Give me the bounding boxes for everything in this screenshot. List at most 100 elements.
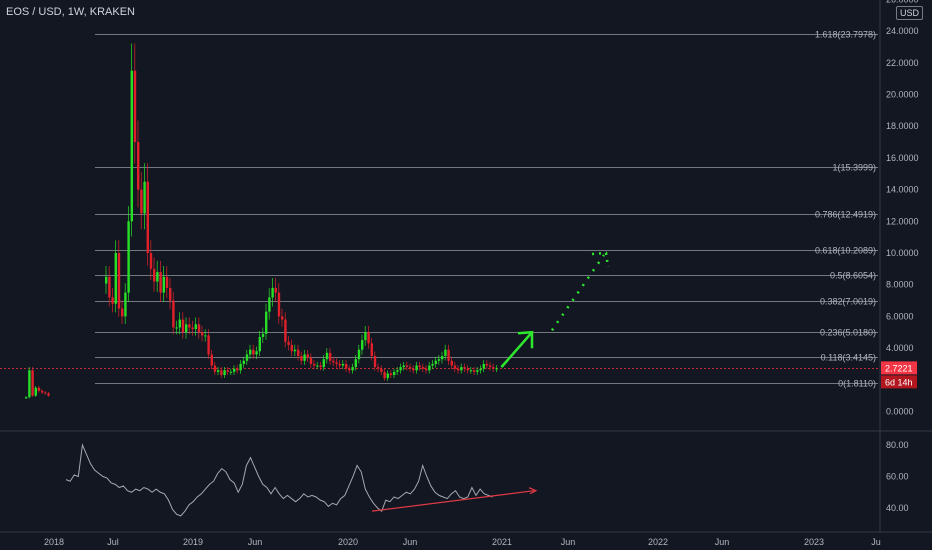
candle-body xyxy=(450,360,453,366)
candle-body xyxy=(482,363,485,369)
candle-body xyxy=(44,392,47,394)
candle-body xyxy=(377,367,380,369)
candle-body xyxy=(329,352,332,361)
candle-body xyxy=(271,287,274,298)
candle-body xyxy=(31,370,34,396)
candle-body xyxy=(236,368,239,371)
candle-body xyxy=(402,365,405,368)
price-tick-label: 18.0000 xyxy=(886,121,919,131)
time-axis-label: 2023 xyxy=(804,537,824,547)
projection-arrow-head xyxy=(517,330,534,349)
candle-body xyxy=(114,253,117,304)
countdown-label: 6d 14h xyxy=(885,377,913,387)
candle-body xyxy=(466,368,469,371)
price-tick-label: 10.0000 xyxy=(886,248,919,258)
candle-body xyxy=(370,343,373,357)
candle-body xyxy=(133,70,137,143)
candle-body xyxy=(284,319,287,342)
candle-body xyxy=(210,354,213,366)
price-tick-label: 26.0000 xyxy=(886,0,919,4)
candle-body xyxy=(393,371,396,376)
rsi-divergence-line xyxy=(371,490,535,512)
candle-body xyxy=(399,367,402,371)
candle-body xyxy=(405,365,409,368)
candle-body xyxy=(412,368,415,371)
candle-body xyxy=(137,142,140,190)
candle-body xyxy=(165,276,169,288)
candle-body xyxy=(194,324,197,330)
candle-body xyxy=(322,359,325,368)
candle-body xyxy=(245,354,249,361)
candle-body xyxy=(418,365,421,368)
candle-body xyxy=(463,367,466,369)
candle-body xyxy=(457,368,460,371)
time-axis-label: Jun xyxy=(403,537,418,547)
candle-body xyxy=(124,292,127,317)
candle-body xyxy=(149,253,153,269)
candle-body xyxy=(476,370,479,372)
candle-body xyxy=(428,365,431,371)
candle-body xyxy=(268,297,271,312)
candle-body xyxy=(130,70,133,222)
price-tick-label: 12.0000 xyxy=(886,216,919,226)
candle-body xyxy=(121,308,124,317)
candle-body xyxy=(207,335,210,355)
candle-body xyxy=(313,363,316,366)
candle-body xyxy=(473,370,476,372)
candle-body xyxy=(434,360,437,364)
candle-body xyxy=(325,352,329,360)
candle-body xyxy=(444,349,447,357)
candle-body xyxy=(265,311,268,334)
candle-body xyxy=(197,324,201,333)
rsi-line xyxy=(65,443,493,517)
candle-body xyxy=(389,373,393,376)
candle-body xyxy=(233,368,236,372)
projection-dotted-head xyxy=(591,251,610,268)
price-tick-label: 8.0000 xyxy=(886,280,914,290)
candle-body xyxy=(386,373,389,379)
fib-level-label: 1(15.3999) xyxy=(832,163,876,173)
candle-body xyxy=(229,371,233,373)
candle-body xyxy=(156,272,159,282)
rsi-divergence-head xyxy=(528,487,538,495)
candle-body xyxy=(357,349,361,360)
fib-level-label: 0.618(10.2089) xyxy=(815,246,876,256)
fib-level-label: 0.236(5.0180) xyxy=(820,328,876,338)
currency-badge[interactable]: USD xyxy=(896,6,924,20)
candle-body xyxy=(143,181,146,214)
candle-body xyxy=(159,272,162,293)
candle-body xyxy=(249,349,252,355)
candle-body xyxy=(290,344,293,352)
price-tick-label: 22.0000 xyxy=(886,58,919,68)
fib-level-label: 0.5(8.6054) xyxy=(830,271,876,281)
candle-body xyxy=(485,363,489,366)
candle-body xyxy=(338,363,341,366)
time-axis-label: 2022 xyxy=(648,537,668,547)
candle-body xyxy=(421,367,425,369)
candle-body xyxy=(111,297,114,304)
fib-level-label: 1.618(23.7978) xyxy=(815,30,876,40)
candle-body xyxy=(453,365,457,369)
candle-body xyxy=(188,324,191,328)
time-axis-label: 2020 xyxy=(338,537,358,547)
candle-body xyxy=(28,370,31,398)
price-tick-label: 24.0000 xyxy=(886,26,919,36)
candle-body xyxy=(201,332,204,336)
candle-body xyxy=(341,363,345,366)
candle-body xyxy=(495,368,498,370)
fib-level-label: 0.118(3.4145) xyxy=(821,353,876,363)
candle-body xyxy=(425,368,428,371)
candle-body xyxy=(306,354,309,358)
time-axis-label: 2019 xyxy=(183,537,203,547)
candle-body xyxy=(361,340,364,350)
time-axis-label: Ju xyxy=(871,537,881,547)
candle-body xyxy=(185,324,188,333)
time-axis-label: Jun xyxy=(561,537,576,547)
candle-body xyxy=(492,367,495,369)
candle-body xyxy=(287,341,290,345)
candle-body xyxy=(140,189,143,214)
last-price-badge xyxy=(881,361,917,375)
candle-body xyxy=(204,335,207,337)
candle-body xyxy=(354,359,357,368)
